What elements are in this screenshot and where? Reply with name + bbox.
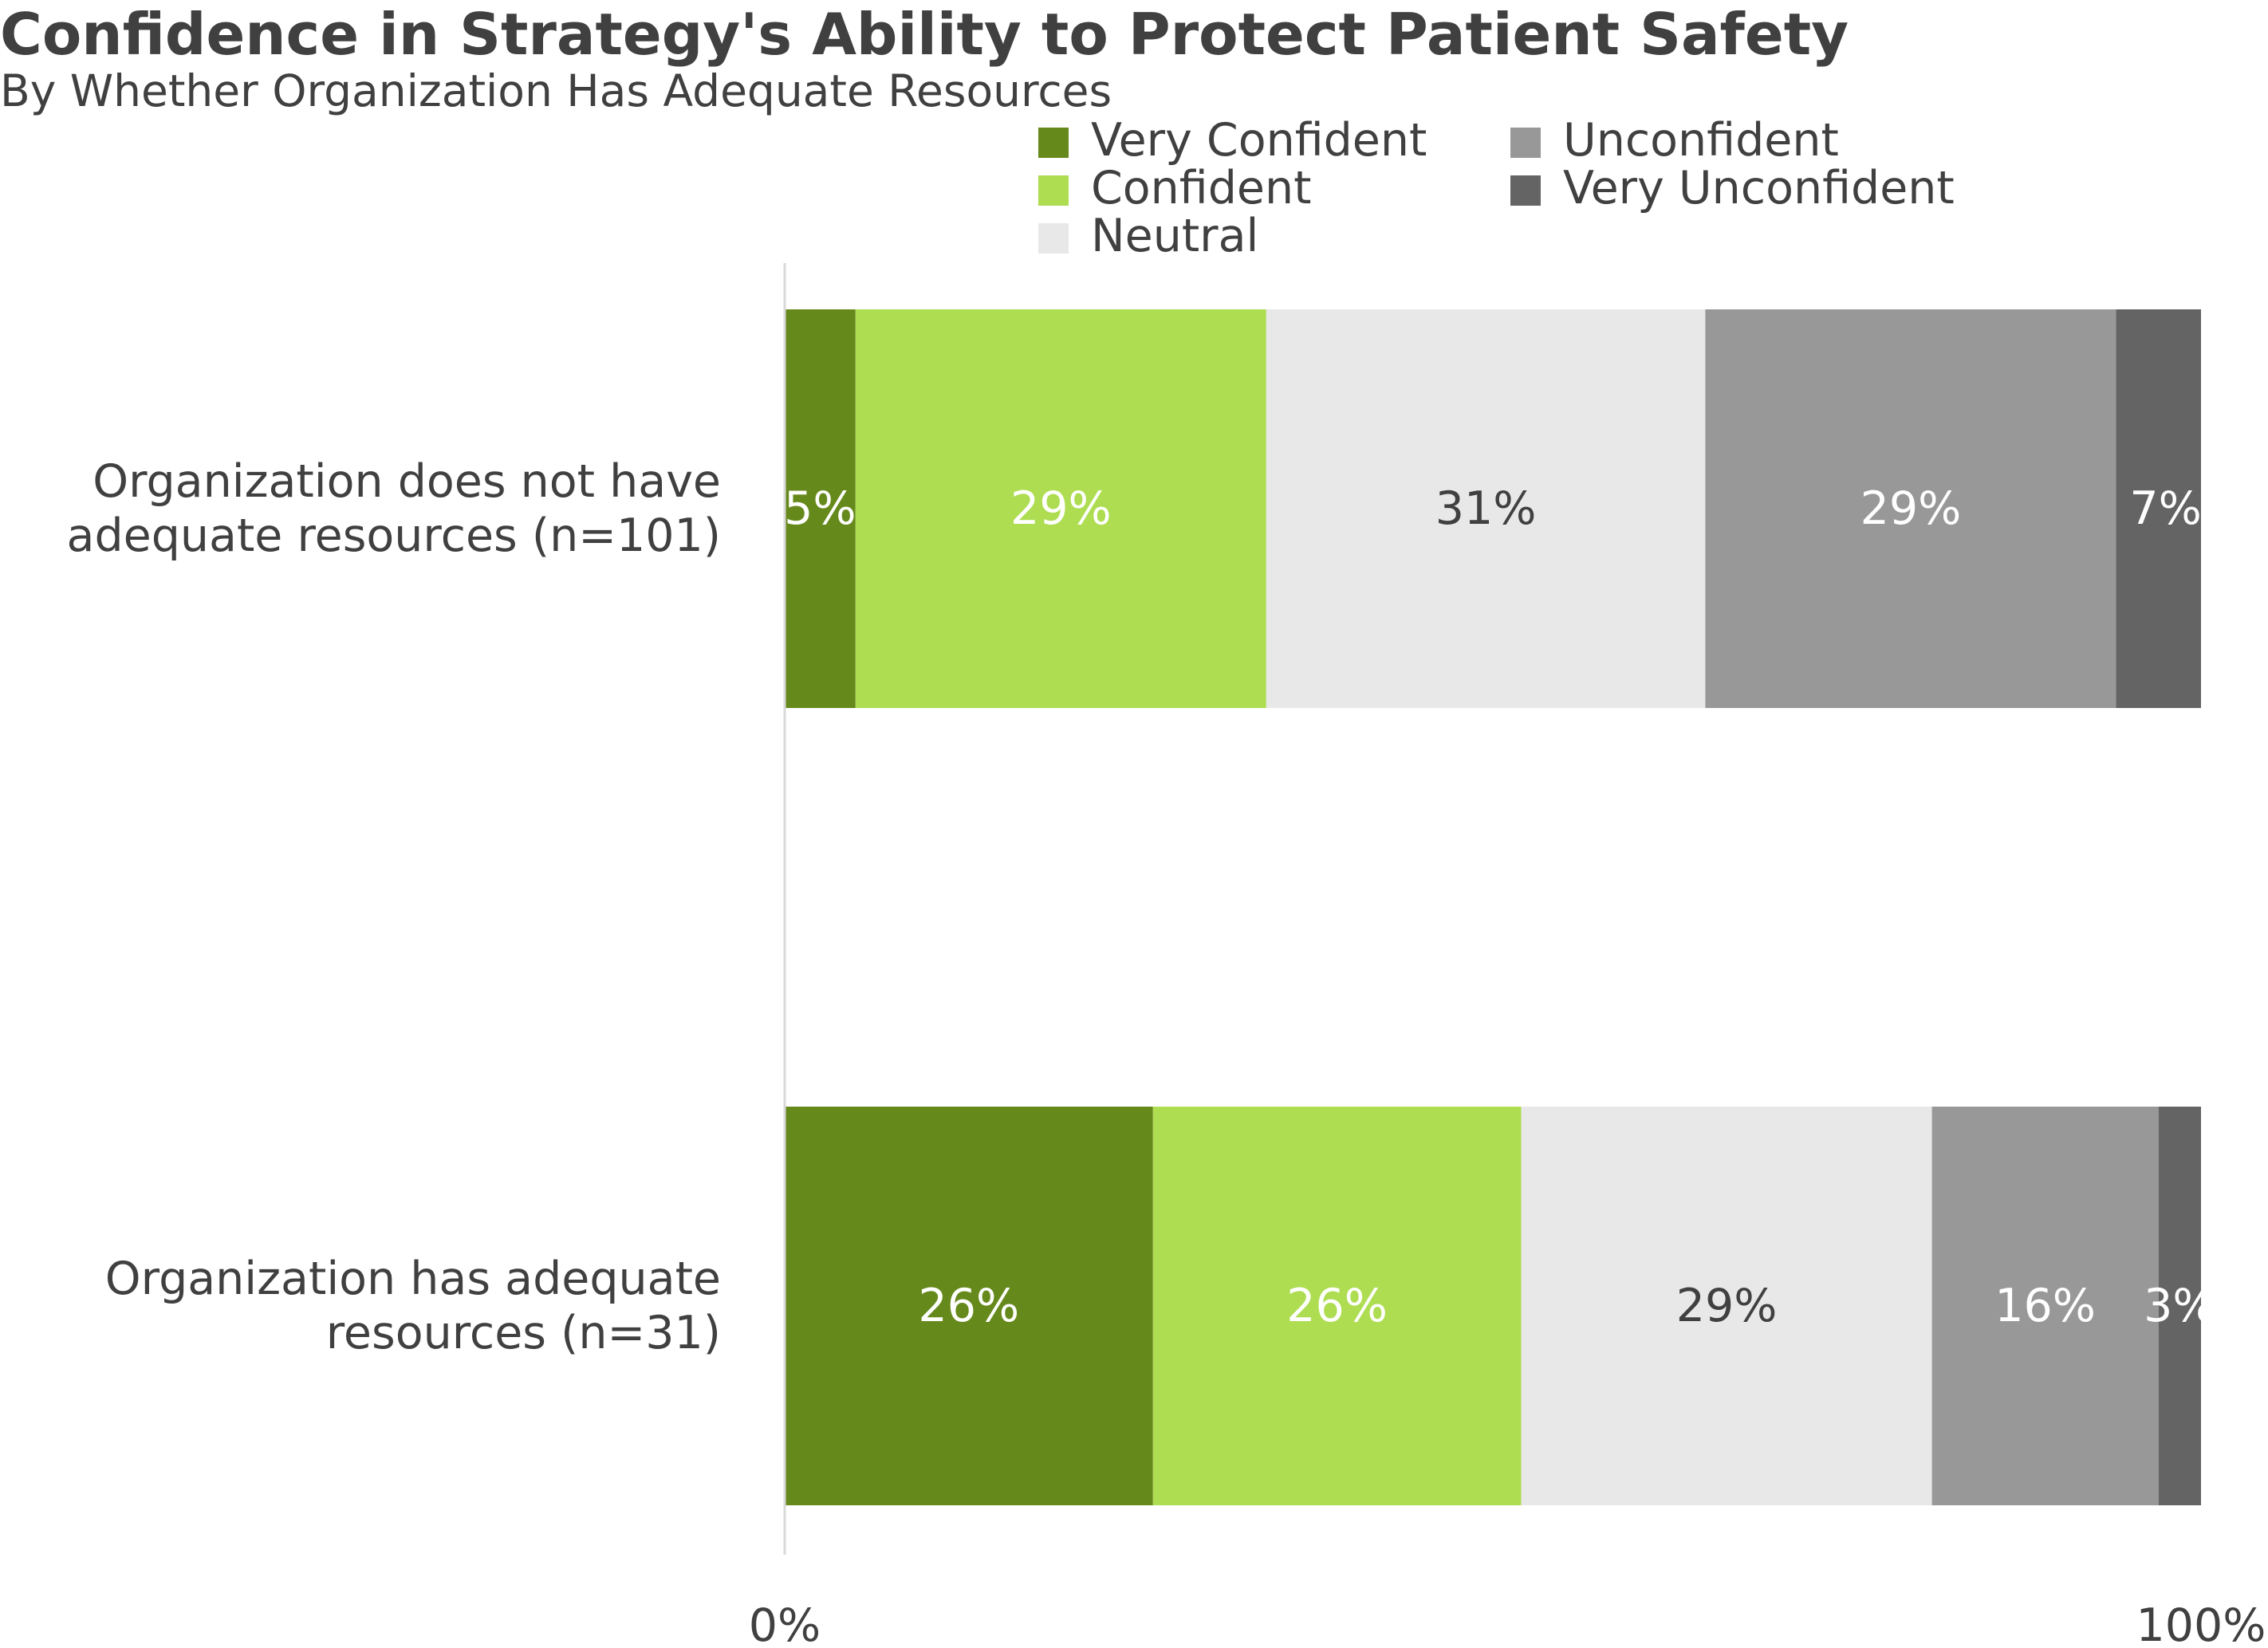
bar-data-label: 16% xyxy=(1994,1280,2096,1332)
chart-title: Confidence in Strategy's Ability to Prot… xyxy=(0,1,1849,68)
bar-data-label: 31% xyxy=(1435,482,1537,535)
bar-segment xyxy=(2116,309,2201,708)
category-label-no-resources: Organization does not have adequate reso… xyxy=(3,454,721,563)
legend-swatch xyxy=(1038,223,1069,254)
legend-swatch xyxy=(1038,175,1069,206)
bar-data-label: 29% xyxy=(1676,1280,1778,1332)
bar-data-label: 29% xyxy=(1010,482,1112,535)
legend-label: Unconfident xyxy=(1563,114,1839,167)
bar-segment xyxy=(1266,309,1706,708)
bar-segment xyxy=(855,309,1266,708)
category-label-line: adequate resources (n=101) xyxy=(66,509,721,562)
bar-segment xyxy=(1931,1107,2159,1505)
legend-swatch xyxy=(1510,128,1541,158)
legend-label: Very Unconfident xyxy=(1563,162,1955,214)
category-label-line: resources (n=31) xyxy=(325,1307,721,1359)
legend-label: Very Confident xyxy=(1091,114,1427,167)
bar-segment xyxy=(1521,1107,1932,1505)
bar-segment xyxy=(2158,1107,2201,1505)
bar-segment xyxy=(1152,1107,1522,1505)
chart-subtitle: By Whether Organization Has Adequate Res… xyxy=(0,65,1112,116)
x-tick-label: 0% xyxy=(749,1599,821,1648)
legend-swatch xyxy=(1510,175,1541,206)
legend-swatch xyxy=(1038,128,1069,158)
bar-segment xyxy=(785,1107,1153,1505)
bar-data-label: 7% xyxy=(2129,482,2201,535)
category-label-line: Organization has adequate xyxy=(104,1253,721,1305)
legend-label: Confident xyxy=(1091,162,1312,214)
bar-data-label: 3% xyxy=(2144,1280,2215,1332)
bar-data-label: 5% xyxy=(784,482,856,535)
category-label-has-resources: Organization has adequate resources (n=3… xyxy=(3,1252,721,1360)
bar-data-label: 26% xyxy=(919,1280,1020,1332)
category-label-line: Organization does not have xyxy=(93,455,721,508)
bar-segment xyxy=(785,309,856,708)
legend-label: Neutral xyxy=(1091,210,1259,262)
bar-data-label: 26% xyxy=(1286,1280,1388,1332)
x-tick-label: 100% xyxy=(2136,1599,2266,1648)
bar-segment xyxy=(1705,309,2116,708)
bar-data-label: 29% xyxy=(1860,482,1962,535)
